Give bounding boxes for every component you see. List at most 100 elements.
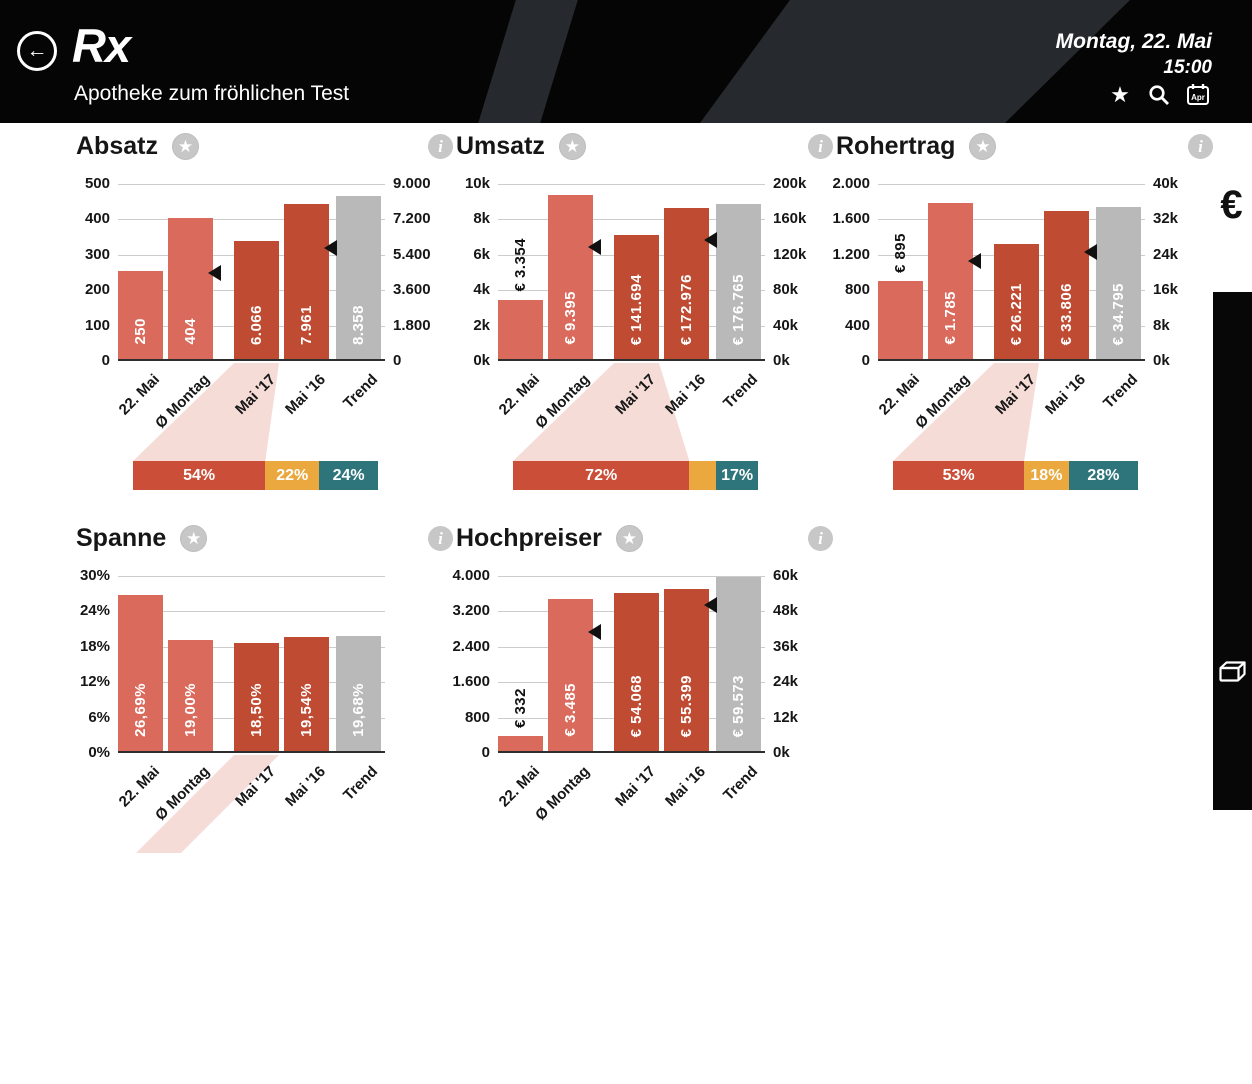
info-icon[interactable]: i <box>808 526 833 551</box>
info-icon[interactable]: i <box>808 134 833 159</box>
bar-spanne-2[interactable]: 19,00% <box>168 640 213 751</box>
y-axis-tick-right: 16k <box>1153 281 1179 299</box>
bar-spanne-1[interactable]: 26,69% <box>118 595 163 751</box>
bar-umsatz-5[interactable]: € 176.765 <box>716 204 761 359</box>
y-axis-tick-left: 2.400 <box>452 637 490 655</box>
y-axis-tick-left: 0% <box>88 744 110 761</box>
gridline <box>498 184 765 185</box>
gridline <box>118 219 385 221</box>
bar-absatz-3[interactable]: 6.066 <box>234 241 279 359</box>
favorites-icon[interactable]: ★ <box>1110 82 1130 107</box>
plot-area-hochpreiser: € 332 € 3.485 € 54.068 € 55.399 € 59.573 <box>498 576 765 753</box>
y-axis-tick-right: 120k <box>773 245 807 263</box>
chart-header-rohertrag: Rohertrag ★ <box>836 132 997 161</box>
y-axis-tick-left: 30% <box>79 567 110 584</box>
bar-spanne-5[interactable]: 19,68% <box>336 636 381 751</box>
chart-title: Umsatz <box>456 132 545 160</box>
bar-value-label: € 172.976 <box>678 273 695 345</box>
bar-umsatz-1[interactable]: € 3.354 <box>498 238 543 359</box>
menu-icon[interactable] <box>1213 1004 1252 1026</box>
bar-spanne-4[interactable]: 19,54% <box>284 637 329 751</box>
favorite-star-icon[interactable]: ★ <box>969 133 997 160</box>
bar-absatz-2[interactable]: 404 <box>168 218 213 359</box>
chart-title: Spanne <box>76 524 167 552</box>
x-axis-baseline <box>498 359 765 361</box>
breakdown-segment <box>689 461 717 490</box>
bar-absatz-4[interactable]: 7.961 <box>284 204 329 359</box>
y-axis-tick-left: 0 <box>481 744 490 761</box>
bar-rohertrag-4[interactable]: € 33.806 <box>1044 211 1089 359</box>
y-axis-tick-left: 0 <box>861 352 870 369</box>
favorite-star-icon[interactable]: ★ <box>180 525 208 552</box>
bar-hochpreiser-4[interactable]: € 55.399 <box>664 589 709 751</box>
y-axis-tick-right: 12k <box>773 708 799 726</box>
favorite-star-icon[interactable]: ★ <box>615 525 643 552</box>
gridline <box>498 219 765 221</box>
y-axis-tick-left: 400 <box>84 210 110 228</box>
currency-toggle-button[interactable]: € <box>1220 183 1243 227</box>
favorite-star-icon[interactable]: ★ <box>558 133 586 160</box>
breakdown-segment: 53% <box>893 461 1025 490</box>
y-axis-tick-right: 5.400 <box>393 245 431 263</box>
breakdown-bar: 53% 18% 28% <box>893 461 1138 490</box>
bar-spanne-3[interactable]: 18,50% <box>234 643 279 751</box>
side-rail <box>1213 292 1252 1025</box>
info-icon[interactable]: i <box>428 134 453 159</box>
chart-title: Absatz <box>76 132 158 160</box>
y-axis-tick-right: 0 <box>393 352 402 369</box>
bar-value-label: € 141.694 <box>628 273 645 345</box>
y-axis-tick-left: 800 <box>464 708 490 726</box>
chart-card-absatz: Absatz ★ i 500 9.000 400 7.200 300 5.400 200 3.600… <box>60 132 460 692</box>
plot-area-umsatz: € 3.354 € 9.395 € 141.694 € 172.976 € 176.76… <box>498 184 765 361</box>
bar-absatz-5[interactable]: 8.358 <box>336 196 381 359</box>
bar-rohertrag-2[interactable]: € 1.785 <box>928 203 973 359</box>
calendar-icon[interactable]: Apr <box>1186 83 1210 107</box>
projection-marker-icon <box>1084 244 1097 261</box>
y-axis-tick-right: 0k <box>1153 352 1170 369</box>
y-axis-tick-left: 2.000 <box>832 175 870 192</box>
x-axis-baseline <box>878 359 1145 361</box>
bar-value-label: € 3.485 <box>562 683 579 737</box>
gridline <box>118 576 385 577</box>
bar-umsatz-4[interactable]: € 172.976 <box>664 208 709 359</box>
bar-rohertrag-5[interactable]: € 34.795 <box>1096 207 1141 359</box>
y-axis-tick-right: 80k <box>773 281 799 299</box>
bar-value-label: € 33.806 <box>1058 282 1075 345</box>
y-axis-tick-right: 36k <box>773 637 799 655</box>
back-arrow-icon: ← <box>26 39 48 62</box>
chart-title: Hochpreiser <box>456 524 602 552</box>
bar-value-label: € 3.354 <box>512 238 529 292</box>
app-logo: Rx <box>72 19 131 72</box>
info-icon[interactable]: i <box>1188 134 1213 159</box>
breakdown-bar: 54% 22% 24% <box>133 461 378 490</box>
favorite-star-icon[interactable]: ★ <box>171 133 199 160</box>
bar-value-label: € 59.573 <box>730 674 747 737</box>
y-axis-tick-right: 0k <box>773 744 790 761</box>
bar-value-label: € 332 <box>512 687 529 728</box>
info-icon[interactable]: i <box>428 526 453 551</box>
gridline <box>118 611 385 613</box>
user-icon[interactable] <box>1213 830 1252 858</box>
bar-hochpreiser-2[interactable]: € 3.485 <box>548 599 593 751</box>
gridline <box>118 184 385 185</box>
y-axis-tick-left: 10k <box>464 175 490 192</box>
y-axis-tick-right: 24k <box>1153 245 1179 263</box>
search-icon[interactable] <box>1147 83 1171 107</box>
package-icon[interactable] <box>1213 660 1252 684</box>
bar-rohertrag-1[interactable]: € 895 <box>878 233 923 359</box>
bar-hochpreiser-1[interactable]: € 332 <box>498 688 543 751</box>
y-axis-tick-left: 12% <box>79 673 110 691</box>
bar-umsatz-2[interactable]: € 9.395 <box>548 195 593 359</box>
bar-rohertrag-3[interactable]: € 26.221 <box>994 244 1039 359</box>
chart-header-absatz: Absatz ★ <box>76 132 199 161</box>
y-axis-tick-right: 24k <box>773 673 799 691</box>
y-axis-tick-right: 200k <box>773 175 807 192</box>
bar-hochpreiser-5[interactable]: € 59.573 <box>716 577 761 751</box>
bar-value-label: 18,50% <box>248 683 265 737</box>
back-button[interactable]: ← <box>17 31 57 71</box>
chart-card-rohertrag: Rohertrag ★ i 2.000 40k 1.600 32k 1.200 24k 800 16… <box>820 132 1220 692</box>
bar-hochpreiser-3[interactable]: € 54.068 <box>614 593 659 751</box>
bar-umsatz-3[interactable]: € 141.694 <box>614 235 659 359</box>
bar-absatz-1[interactable]: 250 <box>118 271 163 359</box>
y-axis-tick-left: 24% <box>79 602 110 620</box>
